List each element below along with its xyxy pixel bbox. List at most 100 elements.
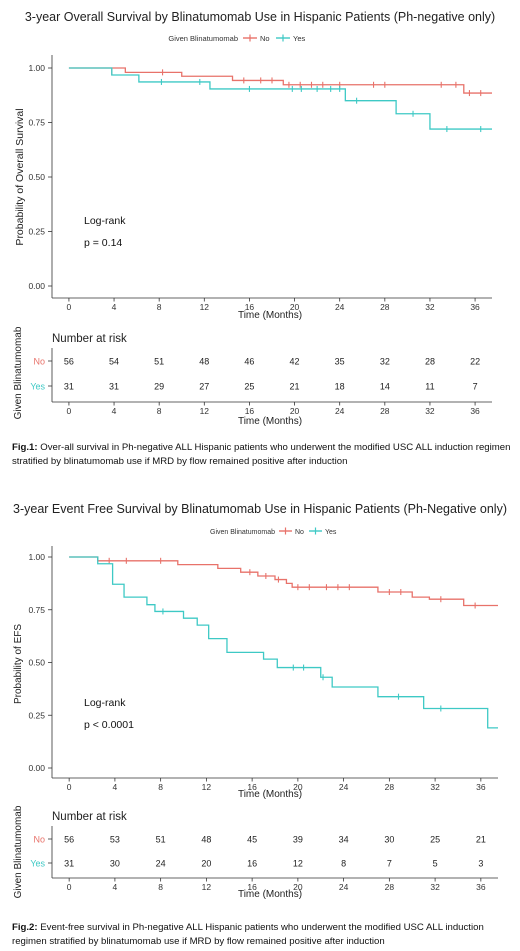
legend: Given Blinatumomab No Yes bbox=[210, 527, 337, 536]
risk-count-yes: 16 bbox=[247, 859, 257, 869]
risk-count-no: 46 bbox=[244, 357, 254, 367]
risk-count-yes: 12 bbox=[293, 859, 303, 869]
x-tick-label: 16 bbox=[245, 406, 255, 416]
caption-label: Fig.2: bbox=[12, 922, 38, 933]
risk-count-yes: 11 bbox=[425, 382, 434, 392]
legend-key-no bbox=[243, 34, 257, 42]
y-axis: 1.00 0.75 0.50 0.25 0.00 bbox=[28, 546, 53, 778]
x-tick-label: 12 bbox=[200, 406, 210, 416]
risk-count-no: 51 bbox=[156, 835, 166, 845]
x-axis-label: Time (Months) bbox=[238, 789, 302, 800]
legend-label-no: No bbox=[295, 529, 304, 536]
risk-table-title: Number at risk bbox=[52, 811, 127, 823]
legend-title: Given Blinatumomab bbox=[168, 34, 238, 43]
x-tick-label: 16 bbox=[247, 782, 257, 792]
y-tick-label: 0.00 bbox=[28, 763, 45, 773]
risk-count-yes: 25 bbox=[244, 382, 254, 392]
risk-count-no: 45 bbox=[247, 835, 257, 845]
x-tick-label: 36 bbox=[470, 406, 480, 416]
x-tick-label: 24 bbox=[339, 882, 349, 892]
legend-key-no bbox=[279, 527, 292, 535]
risk-table-y-label: Given Blinatumomab bbox=[13, 805, 24, 898]
x-tick-label: 24 bbox=[335, 302, 345, 312]
caption-text: Event-free survival in Ph-negative ALL H… bbox=[12, 922, 484, 947]
risk-table-values: 56 54 51 48 46 42 35 32 28 22 31 31 29 27 25 21 18 14 11 7 bbox=[64, 357, 480, 392]
risk-count-no: 39 bbox=[293, 835, 303, 845]
risk-count-no: 51 bbox=[154, 357, 164, 367]
chart-title: 3-year Event Free Survival by Blinatumom… bbox=[13, 502, 507, 516]
y-tick-2: 0.75 bbox=[28, 605, 52, 615]
risk-table-x-label: Time (Months) bbox=[238, 416, 302, 427]
risk-row-label-no: No bbox=[33, 835, 45, 845]
x-tick-label: 32 bbox=[425, 302, 435, 312]
figure-2-caption: Fig.2: Event-free survival in Ph-negativ… bbox=[12, 921, 512, 949]
risk-count-yes: 18 bbox=[335, 382, 345, 392]
x-tick-label: 4 bbox=[113, 782, 118, 792]
risk-count-yes: 29 bbox=[154, 382, 164, 392]
y-tick-label: 0.50 bbox=[28, 658, 45, 668]
x-axis: 0 4 8 12 16 20 24 28 32 36 bbox=[52, 297, 492, 312]
x-tick-label: 8 bbox=[157, 406, 162, 416]
figure-1-caption: Fig.1: Over-all survival in Ph-negative … bbox=[12, 441, 512, 469]
figure-1-overall-survival: 3-year Overall Survival by Blinatumomab … bbox=[13, 10, 495, 427]
risk-count-yes: 27 bbox=[199, 382, 209, 392]
survival-curves bbox=[69, 556, 498, 729]
x-tick-label: 0 bbox=[67, 882, 72, 892]
y-tick-5: 0.00 bbox=[28, 763, 52, 773]
y-tick-label: 1.00 bbox=[28, 552, 45, 562]
y-tick-label: 0.25 bbox=[28, 227, 45, 237]
risk-row-label-no: No bbox=[33, 357, 45, 367]
y-tick-label: 0.75 bbox=[28, 118, 45, 128]
x-tick-label: 4 bbox=[112, 406, 117, 416]
risk-table-title: Number at risk bbox=[52, 333, 127, 345]
risk-count-yes: 24 bbox=[156, 859, 166, 869]
x-tick-label: 32 bbox=[430, 782, 440, 792]
x-tick-label: 16 bbox=[247, 882, 257, 892]
x-tick-label: 8 bbox=[157, 302, 162, 312]
y-tick-3: 0.50 bbox=[28, 172, 52, 182]
survival-curve-yes bbox=[69, 556, 498, 729]
logrank-label: Log-rank bbox=[84, 697, 126, 709]
y-tick-label: 1.00 bbox=[28, 63, 45, 73]
x-tick-label: 20 bbox=[293, 782, 303, 792]
survival-curve-yes bbox=[68, 67, 492, 130]
risk-count-yes: 20 bbox=[201, 859, 211, 869]
y-tick-label: 0.25 bbox=[28, 710, 45, 720]
risk-count-yes: 31 bbox=[64, 382, 74, 392]
survival-curve-no bbox=[69, 556, 498, 607]
risk-table-x-label: Time (Months) bbox=[238, 889, 302, 900]
y-axis-label: Probability of EFS bbox=[13, 624, 24, 704]
risk-count-no: 42 bbox=[290, 357, 300, 367]
p-value-label: p < 0.0001 bbox=[84, 719, 134, 731]
y-tick-4: 0.25 bbox=[28, 227, 52, 237]
risk-count-no: 32 bbox=[380, 357, 390, 367]
x-axis: 0 4 8 12 16 20 24 28 32 36 bbox=[52, 777, 498, 792]
x-tick-label: 12 bbox=[200, 302, 210, 312]
risk-table-axes bbox=[48, 826, 498, 879]
y-tick-label: 0.75 bbox=[28, 605, 45, 615]
x-tick-label: 24 bbox=[335, 406, 345, 416]
y-tick-1: 1.00 bbox=[28, 63, 52, 73]
risk-count-yes: 7 bbox=[473, 382, 478, 392]
x-tick-label: 0 bbox=[67, 406, 72, 416]
x-tick-label: 12 bbox=[202, 782, 212, 792]
x-tick-label: 24 bbox=[339, 782, 349, 792]
risk-count-no: 56 bbox=[64, 357, 74, 367]
y-axis: 1.00 0.75 0.50 0.25 0.00 bbox=[28, 55, 53, 298]
risk-count-yes: 30 bbox=[110, 859, 120, 869]
x-tick-label: 0 bbox=[67, 302, 72, 312]
risk-count-no: 28 bbox=[425, 357, 435, 367]
survival-curve-no bbox=[68, 67, 492, 94]
survival-curves bbox=[68, 67, 492, 133]
x-tick-label: 8 bbox=[158, 882, 163, 892]
risk-count-no: 54 bbox=[109, 357, 119, 367]
risk-row-label-yes: Yes bbox=[30, 382, 45, 392]
risk-count-no: 56 bbox=[64, 835, 74, 845]
y-tick-2: 0.75 bbox=[28, 118, 52, 128]
x-tick-label: 20 bbox=[290, 302, 300, 312]
risk-count-yes: 31 bbox=[109, 382, 119, 392]
y-tick-label: 0.50 bbox=[28, 172, 45, 182]
legend-key-yes bbox=[309, 527, 322, 535]
risk-count-yes: 21 bbox=[290, 382, 300, 392]
